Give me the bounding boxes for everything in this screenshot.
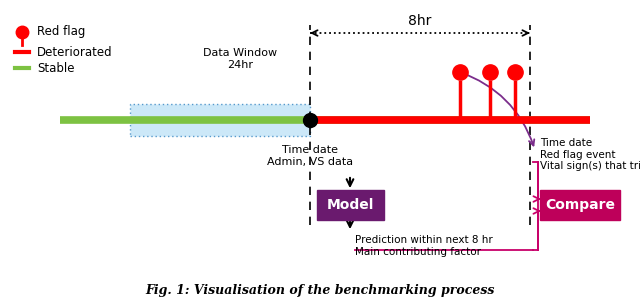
Text: Data Window
24hr: Data Window 24hr [203,48,277,70]
FancyBboxPatch shape [317,190,383,220]
Bar [130,104,310,136]
Text: Stable: Stable [37,62,74,74]
Text: Fig. 1: Visualisation of the benchmarking process: Fig. 1: Visualisation of the benchmarkin… [145,284,495,297]
FancyBboxPatch shape [540,190,620,220]
Text: Red flag: Red flag [37,26,85,38]
Text: Time date
Admin, VS data: Time date Admin, VS data [267,145,353,167]
Text: Compare: Compare [545,198,615,212]
Text: Deteriorated: Deteriorated [37,45,113,59]
Text: Prediction within next 8 hr
Main contributing factor: Prediction within next 8 hr Main contrib… [355,235,493,257]
Text: Model: Model [326,198,374,212]
Text: 8hr: 8hr [408,14,432,28]
Text: Time date
Red flag event
Vital sign(s) that triggered Red flag: Time date Red flag event Vital sign(s) t… [540,138,640,171]
